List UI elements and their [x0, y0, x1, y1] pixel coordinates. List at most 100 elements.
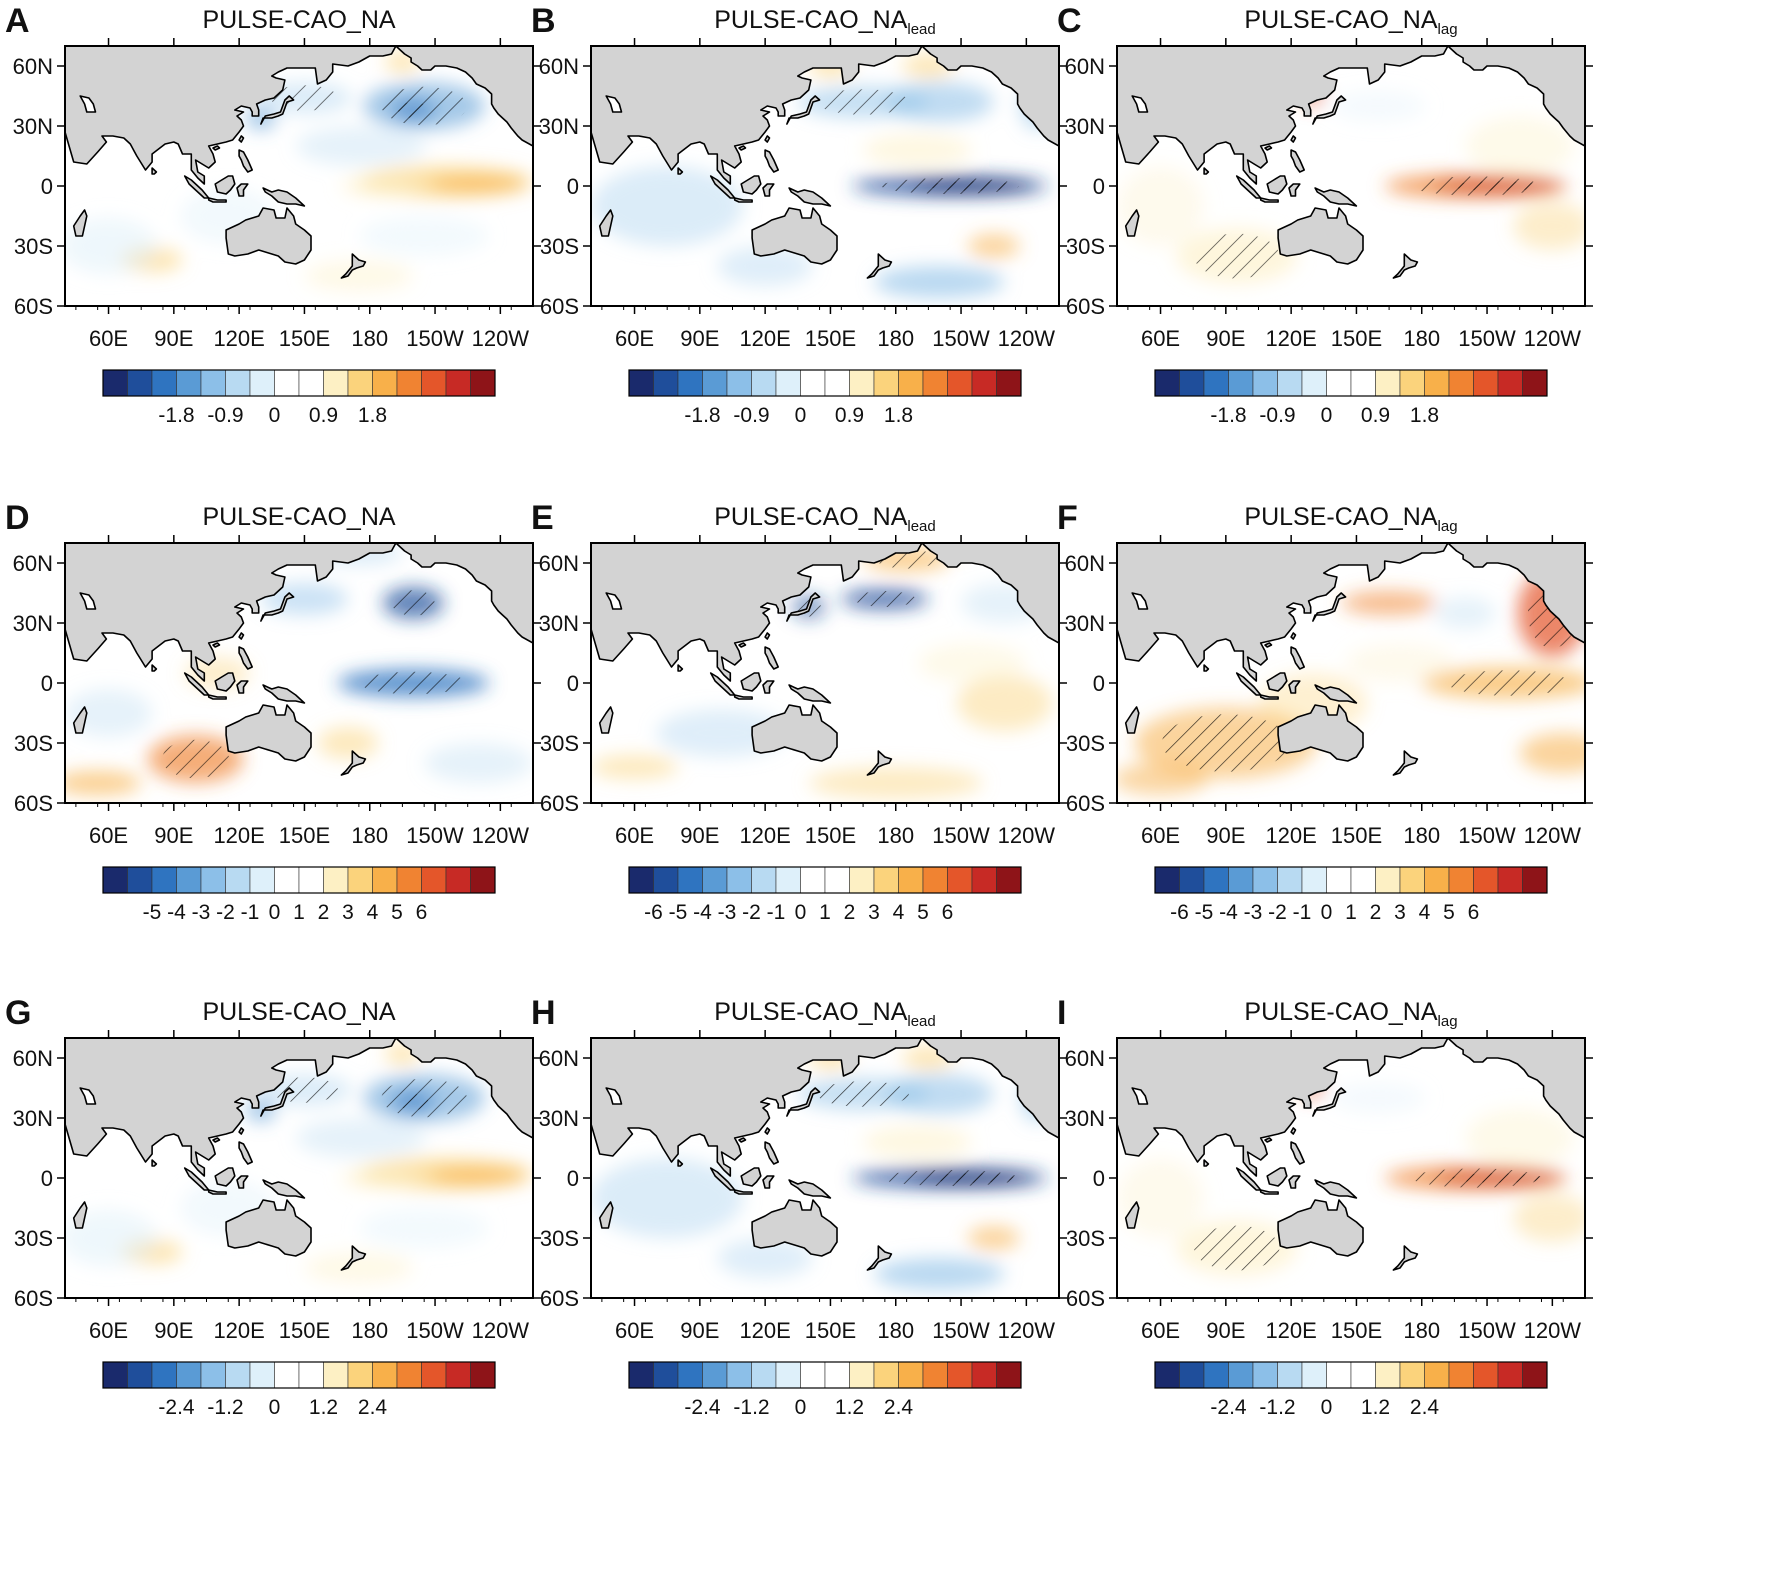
panel-title-main: PULSE-CAO_NA — [202, 6, 395, 34]
land-sulawesi — [762, 183, 775, 197]
anomaly-blob — [358, 216, 490, 256]
colorbar-frame — [1154, 866, 1548, 894]
land-eurasia — [65, 46, 397, 185]
colorbar-swatch — [249, 866, 275, 894]
panel-title: PULSE-CAO_NAlead — [714, 503, 935, 535]
lat-tick-label: 60N — [539, 54, 579, 79]
colorbar-swatch — [1277, 1361, 1303, 1389]
land-america — [1447, 1038, 1585, 1139]
land-java — [733, 197, 753, 203]
land-australia — [1277, 207, 1364, 265]
panel-title-main: PULSE-CAO_NA — [1244, 6, 1437, 34]
colorbar-swatch — [151, 1361, 177, 1389]
colorbar-swatch — [653, 866, 679, 894]
lat-tick-label: 0 — [567, 671, 579, 696]
colorbar-label: -3 — [1244, 901, 1263, 924]
land-eurasia — [591, 1038, 923, 1177]
lat-tick-label: 60S — [14, 791, 53, 816]
land-borneo — [740, 672, 762, 692]
land-philippines — [1290, 646, 1305, 670]
lat-tick-label: 30N — [1065, 611, 1105, 636]
map-frame — [1116, 542, 1586, 804]
lat-tick-label: 60N — [13, 551, 53, 576]
anomaly-blob — [304, 260, 414, 292]
panel-title: PULSE-CAO_NAlag — [1244, 998, 1457, 1030]
land-caspian — [79, 1087, 97, 1105]
anomaly-blob — [917, 643, 1027, 683]
land-borneo — [740, 1167, 762, 1187]
colorbar-swatch — [653, 1361, 679, 1389]
colorbar-swatch — [1301, 866, 1327, 894]
land-layer — [1117, 543, 1585, 776]
colorbar-swatch — [1228, 1361, 1254, 1389]
anomaly-blob — [956, 675, 1053, 731]
anomaly-blob — [873, 1258, 1005, 1290]
lat-tick-label: 30N — [1065, 114, 1105, 139]
significance-hatching — [817, 1081, 1019, 1186]
colorbar-label: -4 — [1219, 901, 1238, 924]
panel-title-main: PULSE-CAO_NA — [714, 998, 907, 1026]
colorbar-swatch — [347, 369, 373, 397]
colorbar-swatch — [1448, 369, 1474, 397]
land-nz — [1392, 253, 1419, 279]
colorbar-label: 5 — [1443, 901, 1455, 924]
lon-tick-label: 120W — [1524, 1318, 1582, 1343]
lon-tick-label: 150E — [805, 1318, 856, 1343]
colorbar-swatch — [225, 369, 251, 397]
colorbar-swatch — [898, 866, 924, 894]
colorbar-swatch — [873, 369, 899, 397]
colorbar-swatch — [775, 1361, 801, 1389]
land-srilanka — [1203, 167, 1210, 175]
colorbar-swatch — [127, 369, 153, 397]
colorbar-swatch — [628, 866, 654, 894]
land-australia — [751, 207, 838, 265]
land-srilanka — [151, 1159, 158, 1167]
lat-tick-label: 60S — [1066, 791, 1105, 816]
colorbar-swatch — [873, 866, 899, 894]
anomaly-blob — [863, 134, 972, 166]
panel-title: PULSE-CAO_NAlead — [714, 6, 935, 38]
lat-tick-label: 60N — [13, 54, 53, 79]
land-sulawesi — [1288, 680, 1301, 694]
land-japan — [260, 95, 295, 125]
colorbar-swatch — [1473, 369, 1499, 397]
land-nz — [340, 253, 367, 279]
colorbar-label: 0 — [1321, 404, 1333, 427]
panel-label: I — [1057, 994, 1066, 1032]
land-america — [921, 46, 1059, 147]
land-sulawesi — [236, 680, 249, 694]
land-hainan — [1264, 145, 1273, 151]
land-borneo — [214, 175, 236, 195]
colorbar-swatch — [1522, 1361, 1548, 1389]
anomaly-blob — [591, 1158, 744, 1238]
map-area — [591, 46, 1059, 306]
land-eurasia — [65, 1038, 397, 1177]
colorbar-frame — [1154, 369, 1548, 397]
land-layer — [591, 543, 1059, 776]
land-philippines — [1290, 1141, 1305, 1165]
colorbar-swatch — [726, 1361, 752, 1389]
colorbar-label: 0.9 — [1361, 404, 1390, 427]
land-java — [207, 197, 227, 203]
land-nz — [340, 1245, 367, 1271]
lat-tick-label: 60N — [1065, 1046, 1105, 1071]
colorbar-swatch — [470, 369, 496, 397]
colorbar-swatch — [176, 369, 202, 397]
anomaly-blob — [863, 1126, 972, 1158]
colorbar: -2.4 -1.2 0 1.2 2.4 — [1154, 1361, 1548, 1419]
lon-tick-label: 180 — [351, 1318, 388, 1343]
land-sumatra — [1235, 175, 1262, 199]
colorbar-label: 6 — [1468, 901, 1480, 924]
land-newguinea — [1314, 187, 1358, 207]
colorbar-swatch — [200, 369, 226, 397]
colorbar-label: 0 — [795, 901, 807, 924]
land-japan — [786, 592, 821, 622]
land-america — [921, 543, 1059, 644]
hatch-region — [929, 181, 1015, 191]
land-australia — [1277, 1199, 1364, 1257]
colorbar-frame — [102, 1361, 496, 1389]
anomaly-blob — [717, 246, 814, 286]
land-taiwan — [1290, 632, 1297, 640]
significance-hatching — [1194, 1168, 1544, 1271]
lat-tick-label: 30S — [1066, 1226, 1105, 1251]
